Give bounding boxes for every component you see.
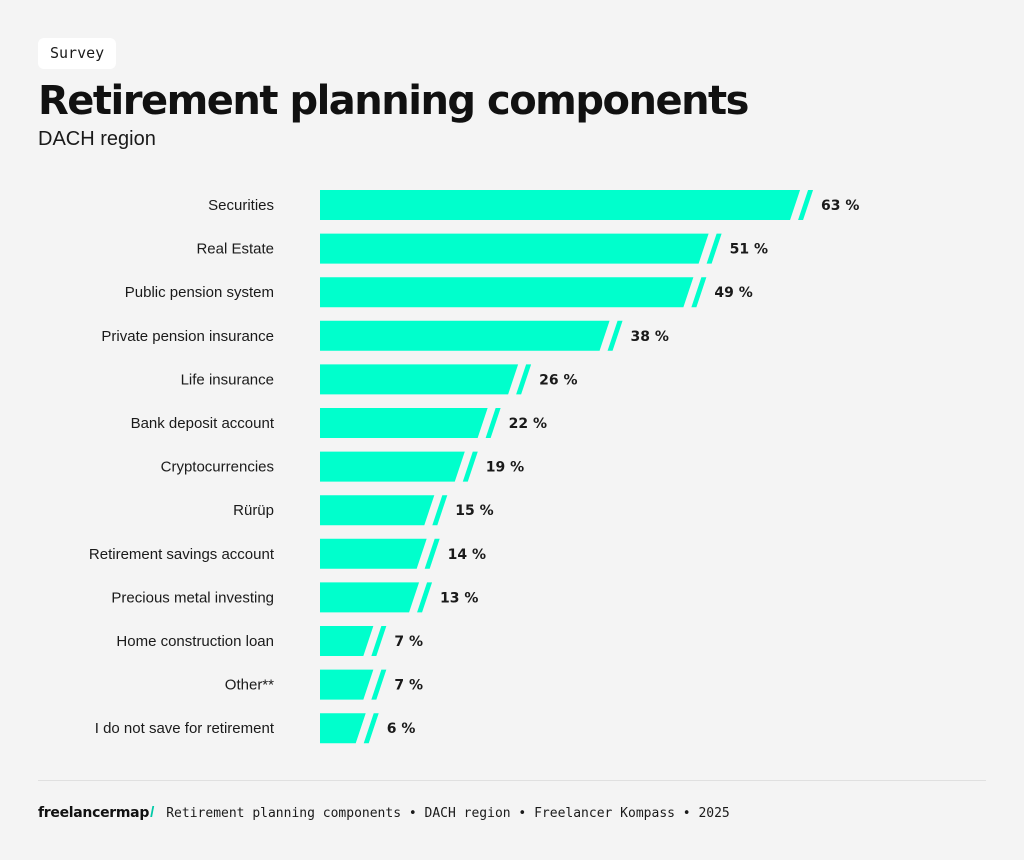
value-label: 7 % bbox=[394, 678, 423, 694]
value-label: 22 % bbox=[509, 416, 547, 432]
bar-slash bbox=[706, 233, 722, 264]
value-label: 63 % bbox=[821, 198, 859, 214]
footer-caption: Retirement planning components • DACH re… bbox=[166, 806, 730, 821]
category-label: Home construction loan bbox=[116, 633, 274, 650]
bar bbox=[320, 669, 374, 700]
bar-slash bbox=[691, 277, 707, 308]
footer-divider bbox=[38, 780, 986, 781]
category-label: Public pension system bbox=[125, 284, 274, 301]
value-label: 49 % bbox=[714, 285, 752, 301]
bar bbox=[320, 495, 435, 526]
bar-slash bbox=[516, 364, 532, 395]
bar-slash bbox=[363, 713, 379, 744]
value-label: 6 % bbox=[387, 721, 416, 737]
bar bbox=[320, 320, 610, 351]
value-label: 26 % bbox=[539, 372, 577, 388]
bar bbox=[320, 233, 709, 264]
bar bbox=[320, 451, 465, 482]
bar bbox=[320, 190, 801, 220]
page-subtitle: DACH region bbox=[38, 128, 156, 150]
value-label: 15 % bbox=[455, 503, 493, 519]
category-label: Retirement savings account bbox=[89, 546, 275, 563]
bar-slash bbox=[607, 320, 623, 351]
bar-slash bbox=[432, 495, 448, 526]
bar bbox=[320, 277, 694, 308]
category-label: I do not save for retirement bbox=[95, 720, 275, 737]
bar bbox=[320, 713, 366, 744]
page-title: Retirement planning components bbox=[38, 78, 749, 124]
brand-slash-icon: / bbox=[150, 804, 155, 821]
footer: freelancermap / Retirement planning comp… bbox=[38, 804, 730, 821]
value-label: 19 % bbox=[486, 460, 524, 476]
category-label: Real Estate bbox=[196, 241, 274, 258]
bar bbox=[320, 626, 374, 656]
brand-logo: freelancermap bbox=[38, 805, 150, 821]
bar-slash bbox=[798, 190, 814, 220]
category-label: Life insurance bbox=[181, 371, 274, 388]
bar-slash bbox=[462, 451, 478, 482]
category-label: Cryptocurrencies bbox=[161, 459, 274, 476]
bar bbox=[320, 364, 519, 395]
value-label: 7 % bbox=[394, 634, 423, 650]
category-label: Other** bbox=[225, 677, 274, 694]
survey-badge: Survey bbox=[38, 38, 117, 69]
bar bbox=[320, 582, 420, 613]
value-label: 51 % bbox=[730, 242, 768, 258]
bar bbox=[320, 408, 488, 438]
category-label: Private pension insurance bbox=[101, 328, 274, 345]
bar-slash bbox=[417, 582, 433, 613]
category-label: Precious metal investing bbox=[111, 589, 274, 606]
value-label: 13 % bbox=[440, 590, 478, 606]
bar-slash bbox=[371, 669, 387, 700]
category-label: Bank deposit account bbox=[131, 415, 275, 432]
value-label: 38 % bbox=[631, 329, 669, 345]
category-label: Rürüp bbox=[233, 502, 274, 519]
value-label: 14 % bbox=[448, 547, 486, 563]
bar-slash bbox=[371, 626, 387, 656]
bar-chart: Securities 63 % Real Estate 51 % Public pens… bbox=[89, 190, 859, 744]
bar-slash bbox=[485, 408, 501, 438]
bar bbox=[320, 538, 427, 569]
bar-slash bbox=[424, 538, 440, 569]
category-label: Securities bbox=[208, 197, 274, 214]
